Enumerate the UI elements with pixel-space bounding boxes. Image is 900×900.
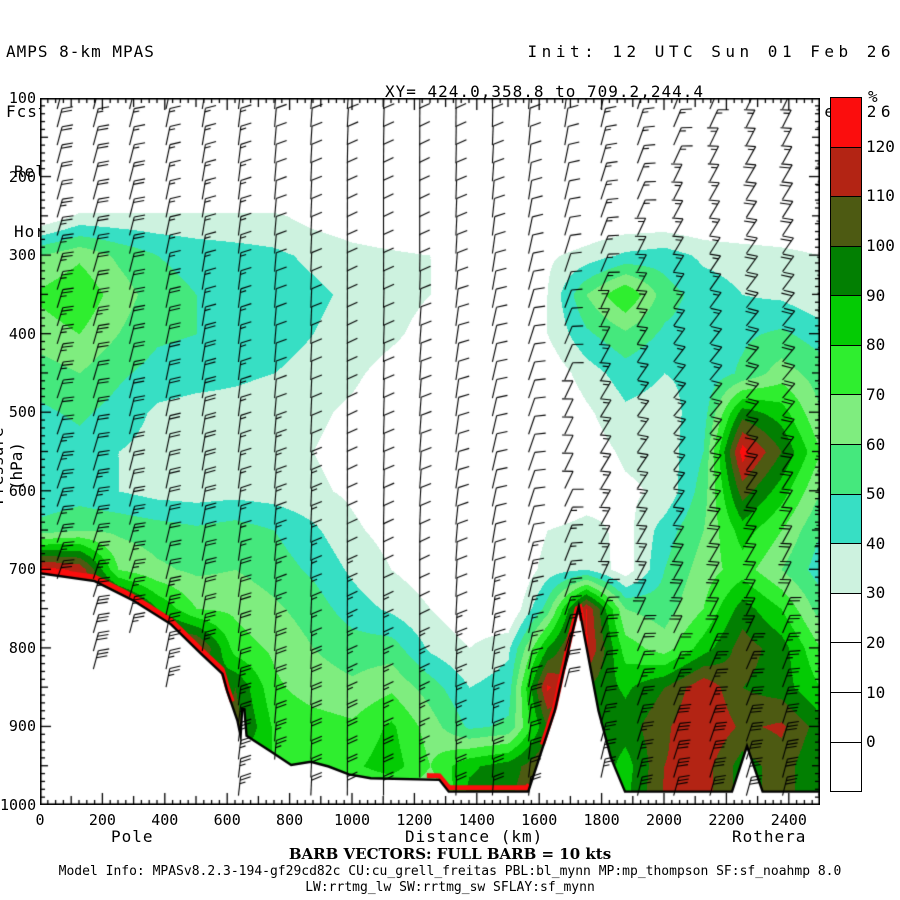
colorbar-segment [831,146,861,197]
colorbar-unit: % [868,87,878,106]
x-caption-distance: Distance (km) [405,827,544,846]
y-tick-label: 700 [8,560,36,579]
colorbar-tick-label: 70 [866,384,886,404]
model-info: Model Info: MPASv8.2.3-194-gf29cd82c CU:… [58,864,842,879]
colorbar-segment [831,394,861,445]
colorbar-segment [831,245,861,296]
plot-area [40,98,820,805]
init-time: Init: 12 UTC Sun 01 Feb 26 [527,42,895,61]
y-tick-label: 300 [8,246,36,265]
x-tick-label: 0 [35,811,45,829]
x-tick-label: 1400 [458,811,495,829]
y-tick-label: 1000 [0,796,37,814]
x-caption-rothera: Rothera [732,827,807,846]
colorbar-tick-label: 80 [866,335,886,355]
colorbar-tick-label: 30 [866,583,886,603]
x-caption-pole: Pole [111,827,154,846]
colorbar-tick-label: 110 [866,186,895,206]
barb-legend: BARB VECTORS: FULL BARB = 10 kts [288,845,612,863]
cross-section-plot [40,98,820,805]
colorbar-tick-label: 20 [866,633,886,653]
x-tick-label: 2400 [770,811,807,829]
colorbar [830,97,862,792]
x-tick-label: 200 [88,811,116,829]
colorbar-segment [831,493,861,544]
y-tick-label: 800 [8,638,36,657]
x-tick-label: 600 [213,811,241,829]
xy-range-1: XY= 424.0,358.8 to 709.2,244.4 [385,82,704,101]
physics-info: LW:rrtmg_lw SW:rrtmg_sw SFLAY:sf_mynn [305,880,595,895]
colorbar-segment [831,592,861,643]
x-tick-label: 2000 [645,811,683,829]
x-tick-label: 1600 [521,811,558,829]
colorbar-tick-label: 40 [866,533,886,553]
colorbar-segment [831,196,861,246]
colorbar-segment [831,344,861,395]
model-title: AMPS 8-km MPAS [6,42,155,61]
colorbar-tick-label: 120 [866,136,895,156]
x-tick-label: 1200 [396,811,433,829]
x-tick-label: 2200 [708,811,745,829]
y-tick-label: 600 [8,481,36,500]
colorbar-segment [831,295,861,345]
colorbar-segment [831,444,861,494]
x-tick-label: 400 [151,811,179,829]
y-tick-label: 200 [8,167,36,186]
colorbar-tick-label: 100 [866,235,895,255]
x-tick-label: 1000 [333,811,371,829]
y-tick-label: 100 [8,89,36,107]
y-tick-label: 900 [8,717,36,736]
colorbar-tick-label: 50 [866,484,886,504]
y-tick-label: 500 [8,403,36,422]
colorbar-segment [831,642,861,692]
x-tick-label: 800 [276,811,304,829]
colorbar-tick-label: 0 [866,732,876,752]
colorbar-segment [831,543,861,593]
x-tick-label: 1800 [583,811,620,829]
colorbar-tick-label: 90 [866,285,886,305]
colorbar-tick-label: 10 [866,682,886,702]
y-tick-label: 400 [8,324,36,343]
colorbar-segment [831,691,861,742]
colorbar-segment [831,741,861,792]
colorbar-segment [831,98,861,147]
colorbar-tick-label: 60 [866,434,886,454]
